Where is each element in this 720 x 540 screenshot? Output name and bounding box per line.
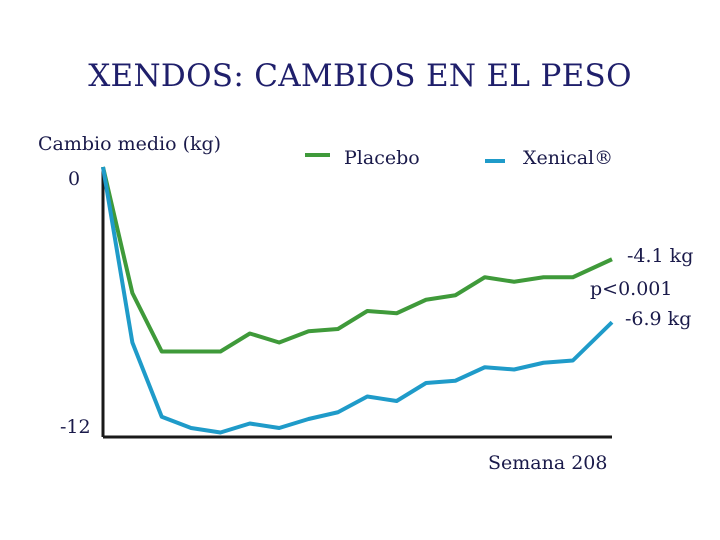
y-tick-label-0: 0 <box>68 168 81 190</box>
annotation-xenical-change: -6.9 kg <box>625 308 692 330</box>
x-axis-label: Semana 208 <box>488 452 608 474</box>
legend-swatch-placebo <box>305 153 330 157</box>
y-tick-label-min: -12 <box>60 416 91 438</box>
legend-label-placebo: Placebo <box>344 147 420 169</box>
legend-swatch-xenical <box>485 159 505 163</box>
series-line-xenical <box>101 166 614 435</box>
y-axis-label: Cambio medio (kg) <box>38 133 222 155</box>
chart-title: XENDOS: CAMBIOS EN EL PESO <box>88 58 632 94</box>
series-line-placebo <box>101 166 613 354</box>
legend-label-xenical: Xenical® <box>523 147 614 169</box>
annotation-placebo-change: -4.1 kg <box>627 245 694 267</box>
annotation-p-value: p<0.001 <box>590 278 673 300</box>
